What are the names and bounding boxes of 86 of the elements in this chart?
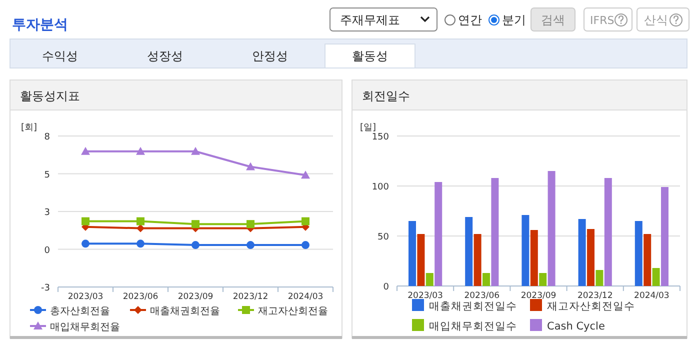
bar <box>465 217 473 286</box>
bar <box>604 178 612 286</box>
point <box>82 240 90 248</box>
legend-item: 매입채무회전일수 <box>412 319 517 332</box>
text: 분기 <box>502 13 526 27</box>
y-tick-label: 3 <box>44 208 50 218</box>
x-tick-label: 2023/06 <box>464 291 500 301</box>
point <box>246 162 255 170</box>
bar <box>548 171 556 286</box>
point <box>81 146 90 155</box>
bar <box>530 230 538 286</box>
legend-item: 총자산회전율 <box>30 306 110 317</box>
text: 수익성 <box>42 49 78 63</box>
point <box>136 146 145 155</box>
text: 성장성 <box>147 49 183 63</box>
x-tick-label: 2023/12 <box>232 292 268 302</box>
text: 연간 <box>458 13 482 27</box>
y-axis-title: [일] <box>360 123 376 133</box>
point <box>246 220 254 228</box>
legend-item: 매출채권회전일수 <box>412 299 517 312</box>
y-tick-label: 0 <box>383 282 390 292</box>
point <box>136 217 144 226</box>
x-tick-label: 2023/03 <box>408 291 443 301</box>
point <box>192 220 200 228</box>
bar <box>587 229 594 286</box>
text: 투자분석 <box>12 17 68 33</box>
y-axis-title: [회] <box>21 123 38 133</box>
text: 안정성 <box>252 49 288 63</box>
bar <box>652 268 660 286</box>
legend-item: 재고자산회전일수 <box>530 299 635 312</box>
chart-title: 활동성지표 <box>20 89 80 103</box>
bar <box>408 221 416 286</box>
point <box>302 241 310 250</box>
legend-label: 재고자산회전일수 <box>547 300 635 312</box>
legend-item: 매출채권회전율 <box>130 306 220 317</box>
x-tick-label: 2023/09 <box>178 292 214 302</box>
legend-item: 매입채무회전율 <box>30 322 120 333</box>
legend-label: 매출채권회전일수 <box>429 300 517 312</box>
point <box>301 170 310 179</box>
bar <box>434 182 442 286</box>
text: 검색 <box>541 13 565 27</box>
text: 활동성 <box>352 49 388 63</box>
bar <box>578 219 586 286</box>
bar <box>491 178 499 286</box>
bar <box>474 234 482 286</box>
bar <box>644 234 652 286</box>
legend-item: 재고자산회전율 <box>238 306 328 317</box>
legend-label: 총자산회전율 <box>50 306 110 317</box>
bar <box>522 215 530 286</box>
point <box>191 146 200 155</box>
bar <box>539 273 547 286</box>
bar <box>426 273 434 286</box>
x-tick-label: 2024/03 <box>634 291 670 301</box>
point <box>192 241 200 250</box>
x-tick-label: 2023/03 <box>68 292 104 302</box>
y-tick-label: 0 <box>44 246 50 256</box>
legend-label: 매입채무회전율 <box>50 322 120 333</box>
chart-title: 회전일수 <box>362 89 410 103</box>
y-tick-label: -3 <box>41 284 50 294</box>
point <box>136 224 144 232</box>
x-tick-label: 2023/09 <box>520 291 556 301</box>
text: 주재무제표 <box>340 13 400 27</box>
bar <box>596 270 604 286</box>
text: 산식 <box>644 13 668 27</box>
legend-label: 매입채무회전일수 <box>429 320 517 332</box>
legend-item: Cash Cycle <box>530 319 605 332</box>
point <box>82 217 90 226</box>
point <box>246 241 254 250</box>
x-tick-label: 2023/06 <box>122 292 158 302</box>
bar <box>634 221 642 286</box>
point <box>302 217 310 226</box>
x-tick-label: 2024/03 <box>288 292 324 302</box>
x-tick-label: 2023/12 <box>577 291 613 301</box>
bar <box>417 234 425 286</box>
bar <box>482 273 490 286</box>
y-tick-label: 8 <box>44 132 50 142</box>
y-tick-label: 50 <box>378 232 390 242</box>
legend-label: 재고자산회전율 <box>258 306 328 317</box>
y-tick-label: 5 <box>44 170 50 180</box>
point <box>136 240 144 248</box>
legend-label: Cash Cycle <box>547 320 605 332</box>
y-tick-label: 150 <box>372 132 390 142</box>
bar <box>661 187 668 286</box>
y-tick-label: 100 <box>372 182 390 192</box>
legend-label: 매출채권회전율 <box>150 306 220 317</box>
text: IFRS <box>590 14 614 27</box>
